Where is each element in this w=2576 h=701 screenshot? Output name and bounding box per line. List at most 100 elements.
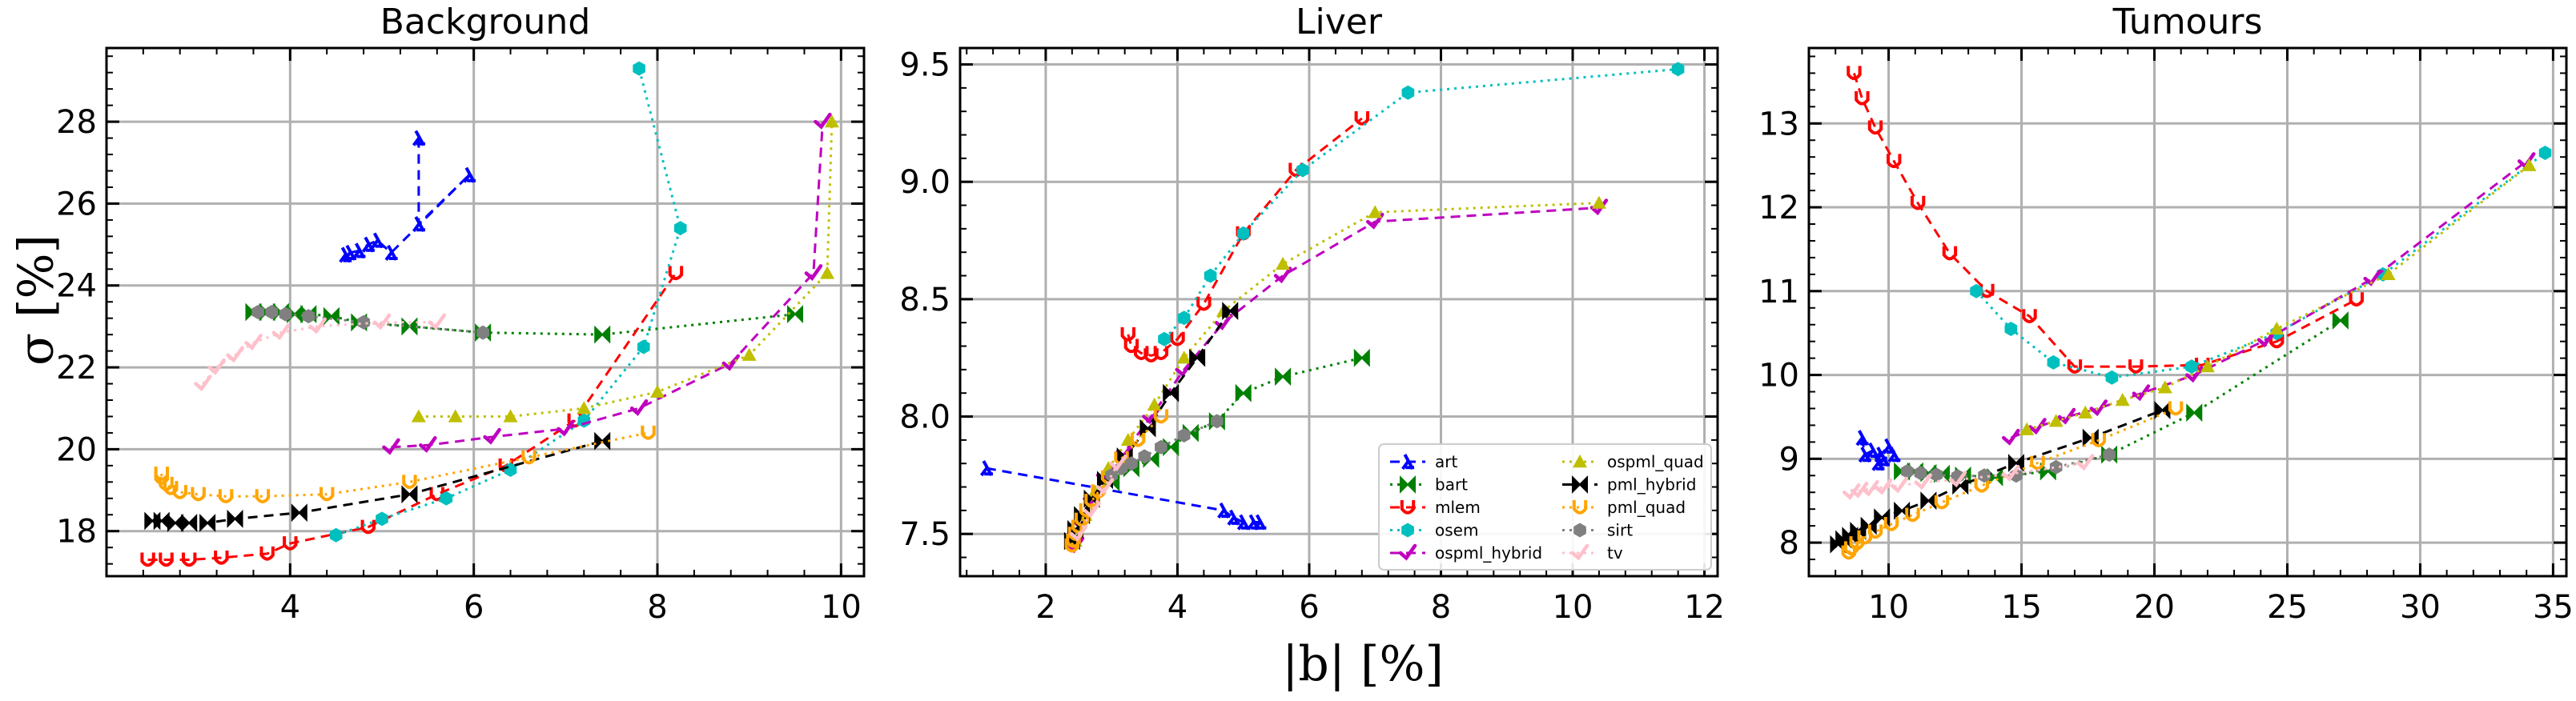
- data-point-ospml_hybrid: [2363, 269, 2381, 286]
- x-tick-label: 15: [2001, 589, 2042, 626]
- data-point-osem: [1204, 268, 1217, 283]
- legend: art bart mlem osem ospml_hybrid ospml_quadpml…: [1378, 443, 1712, 571]
- data-point-osem: [2538, 146, 2552, 160]
- series-line-tv: [202, 321, 437, 385]
- data-point-ospml_quad: [577, 401, 592, 415]
- data-point-bart: [1235, 383, 1252, 403]
- data-point-sirt: [357, 314, 370, 330]
- series-line-pml_hybrid: [1837, 409, 2164, 546]
- data-point-sirt: [1177, 428, 1191, 443]
- data-point-ospml_hybrid: [629, 399, 649, 416]
- data-point-mlem: [360, 519, 376, 535]
- legend-swatch-marker: [1401, 523, 1414, 538]
- data-point-mlem: [1196, 296, 1212, 311]
- data-point-mlem: [214, 550, 229, 565]
- data-point-pml_quad: [641, 425, 656, 440]
- data-point-ospml_quad: [2078, 405, 2093, 419]
- data-point-art: [412, 216, 425, 233]
- y-tick-label: 10: [1758, 358, 1799, 395]
- x-tick-label: 4: [1167, 589, 1188, 626]
- data-point-ospml_quad: [1591, 195, 1606, 209]
- data-point-sirt: [2049, 459, 2063, 475]
- legend-swatch-marker: [1573, 523, 1586, 538]
- data-point-sirt: [1138, 449, 1151, 464]
- panel-title: Tumours: [2112, 2, 2263, 42]
- series-group: [1830, 66, 2552, 560]
- x-tick-label: 30: [2400, 589, 2441, 626]
- data-point-tv: [207, 358, 226, 375]
- data-point-pml_quad: [1074, 512, 1090, 527]
- series-line-art: [986, 467, 1260, 523]
- data-point-pml_quad: [402, 475, 417, 490]
- y-tick-label: 24: [56, 268, 97, 305]
- x-tick-label: 2: [1035, 589, 1055, 626]
- data-point-ospml_hybrid: [1273, 266, 1292, 284]
- x-tick-label: 4: [280, 589, 300, 626]
- data-point-pml_quad: [2030, 455, 2045, 471]
- data-point-pml_hybrid: [153, 511, 170, 531]
- legend-swatch-marker: [1570, 543, 1589, 561]
- series-line-mlem: [1852, 72, 2357, 368]
- series-line-art: [344, 138, 470, 256]
- data-point-mlem: [1170, 331, 1185, 346]
- data-point-ospml_quad: [1176, 350, 1192, 364]
- data-point-pml_quad: [1066, 534, 1081, 548]
- data-point-pml_quad: [1857, 530, 1872, 545]
- data-point-tv: [1842, 483, 1861, 500]
- data-point-sirt: [1155, 439, 1167, 455]
- data-point-osem: [1158, 331, 1171, 346]
- data-point-bart: [594, 325, 611, 344]
- data-point-osem: [637, 339, 650, 355]
- data-point-osem: [2004, 322, 2018, 336]
- legend-label-ospml_hybrid: ospml_hybrid: [1435, 543, 1542, 563]
- data-point-mlem: [182, 552, 197, 567]
- legend-swatch-marker: [1400, 500, 1416, 515]
- data-point-mlem: [259, 546, 275, 561]
- data-point-sirt: [1978, 468, 1991, 483]
- data-point-sirt: [302, 309, 315, 324]
- x-tick-label: 20: [2134, 589, 2175, 626]
- data-point-art: [1871, 455, 1885, 471]
- data-point-ospml_quad: [448, 409, 463, 423]
- legend-swatch-marker: [1572, 475, 1588, 494]
- data-point-pml_quad: [2168, 401, 2184, 416]
- data-point-sirt: [1930, 467, 1943, 483]
- data-point-bart: [2332, 311, 2349, 330]
- x-tick-label: 6: [464, 589, 484, 626]
- x-tick-label: 10: [821, 589, 862, 626]
- data-point-ospml_hybrid: [483, 427, 501, 445]
- data-point-ospml_hybrid: [1175, 360, 1193, 378]
- data-point-tv: [372, 313, 392, 330]
- y-tick-label: 8: [1779, 525, 1799, 562]
- data-point-tv: [1109, 454, 1127, 471]
- data-point-tv: [271, 323, 291, 341]
- data-point-mlem: [283, 536, 298, 551]
- legend-label-art: art: [1435, 452, 1457, 471]
- data-point-art: [352, 242, 366, 259]
- data-point-pml_quad: [1974, 478, 1989, 493]
- data-point-art: [1858, 447, 1871, 463]
- data-point-mlem: [2067, 359, 2083, 374]
- data-point-osem: [1177, 310, 1191, 326]
- data-point-pml_quad: [1849, 536, 1864, 551]
- data-point-ospml_quad: [2157, 380, 2172, 394]
- data-point-pml_quad: [521, 450, 536, 465]
- data-point-tv: [2076, 454, 2095, 471]
- series-line-mlem: [147, 272, 677, 561]
- data-point-mlem: [1910, 195, 1926, 210]
- data-point-ospml_quad: [411, 409, 426, 423]
- data-point-osem: [329, 527, 343, 543]
- data-point-osem: [577, 413, 591, 428]
- data-point-ospml_quad: [650, 384, 665, 398]
- y-tick-label: 11: [1758, 274, 1799, 310]
- data-point-osem: [1236, 226, 1250, 241]
- data-point-ospml_hybrid: [2132, 384, 2151, 402]
- data-point-mlem: [668, 266, 684, 281]
- data-point-tv: [1069, 524, 1088, 542]
- data-point-ospml_quad: [2200, 359, 2215, 373]
- data-point-ospml_quad: [820, 266, 835, 279]
- legend-label-mlem: mlem: [1435, 498, 1481, 517]
- data-point-pml_hybrid: [401, 485, 418, 504]
- data-point-pml_quad: [1064, 538, 1080, 553]
